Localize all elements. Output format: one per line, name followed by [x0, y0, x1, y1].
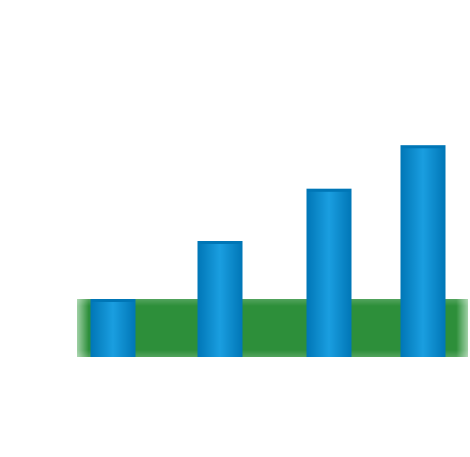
- bar-1: [90, 299, 136, 357]
- bars-layer: [90, 145, 446, 357]
- bar-2-top-edge: [197, 241, 243, 244]
- bar-4-top-edge: [400, 145, 446, 149]
- bar-1-top-edge: [90, 299, 136, 302]
- bar-4: [400, 145, 446, 357]
- bar-2: [197, 241, 243, 357]
- bar-3-top-edge: [306, 188, 352, 192]
- bar-3: [306, 188, 352, 357]
